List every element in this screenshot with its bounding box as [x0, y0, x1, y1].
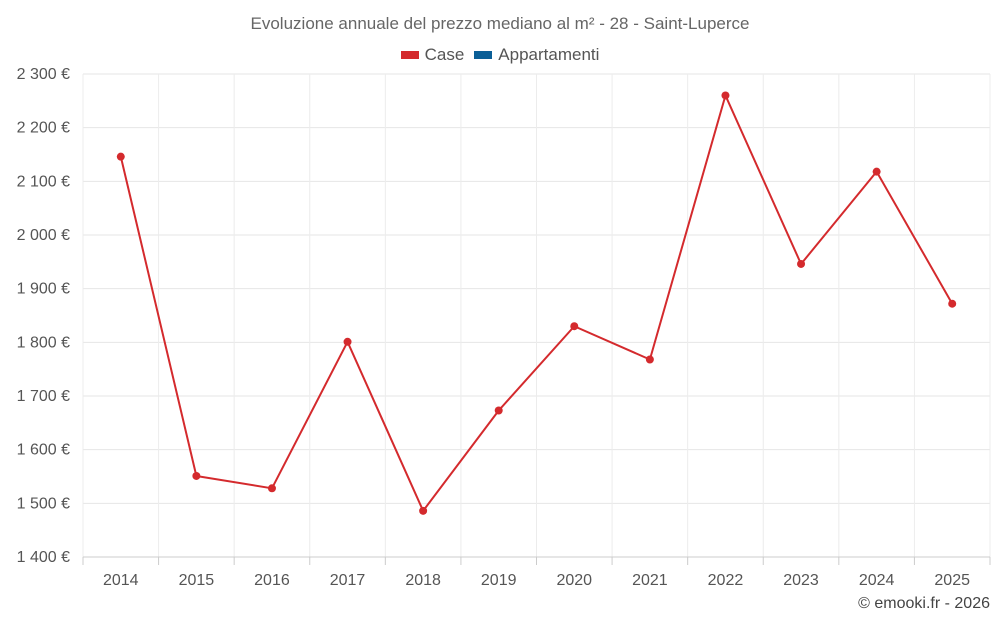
series-case: [116, 91, 957, 515]
x-tick-label: 2024: [859, 572, 895, 589]
x-tick-label: 2020: [556, 572, 592, 589]
chart-title: Evoluzione annuale del prezzo mediano al…: [250, 14, 750, 33]
legend-item-appartamenti[interactable]: Appartamenti: [474, 45, 599, 65]
y-tick-label: 2 200 €: [17, 120, 70, 137]
legend-swatch-appartamenti: [474, 51, 493, 59]
x-tick-label: 2015: [179, 572, 215, 589]
series-line-case: [119, 94, 954, 512]
y-tick-label: 2 100 €: [17, 173, 70, 190]
y-tick-label: 1 700 €: [17, 388, 70, 405]
x-tick-label: 2018: [405, 572, 441, 589]
legend-item-case[interactable]: Case: [400, 45, 465, 65]
data-point[interactable]: [267, 484, 276, 493]
legend: Case Appartamenti: [0, 45, 1000, 65]
x-tick-label: 2017: [330, 572, 366, 589]
x-tick-label: 2025: [934, 572, 970, 589]
y-tick-label: 1 900 €: [17, 281, 70, 298]
data-point[interactable]: [570, 322, 579, 331]
y-tick-label: 1 500 €: [17, 495, 70, 512]
y-tick-label: 1 400 €: [17, 549, 70, 566]
legend-label-case: Case: [424, 45, 465, 64]
x-tick-label: 2023: [783, 572, 819, 589]
data-point[interactable]: [343, 337, 352, 346]
grid: [82, 73, 991, 558]
data-point[interactable]: [721, 91, 730, 100]
y-tick-label: 2 300 €: [17, 66, 70, 83]
legend-label-appartamenti: Appartamenti: [498, 45, 600, 64]
data-point[interactable]: [116, 152, 125, 161]
data-point[interactable]: [192, 471, 201, 480]
x-tick-label: 2021: [632, 572, 668, 589]
y-tick-label: 2 000 €: [17, 227, 70, 244]
x-tick-label: 2014: [103, 572, 139, 589]
data-point[interactable]: [494, 406, 503, 415]
data-point[interactable]: [948, 299, 957, 308]
y-tick-label: 1 800 €: [17, 334, 70, 351]
x-tick-label: 2019: [481, 572, 517, 589]
data-point[interactable]: [419, 506, 428, 515]
credit-text: © emooki.fr - 2026: [858, 595, 990, 612]
y-tick-label: 1 600 €: [17, 442, 70, 459]
x-tick-label: 2016: [254, 572, 290, 589]
axes: 1 400 € 1 500 € 1 600 € 1 700 € 1 800 € 1 900…: [17, 66, 991, 589]
x-tick-label: 2022: [708, 572, 744, 589]
data-point[interactable]: [872, 167, 881, 176]
data-point[interactable]: [797, 259, 806, 268]
data-point[interactable]: [645, 355, 654, 364]
legend-swatch-case: [400, 51, 419, 59]
